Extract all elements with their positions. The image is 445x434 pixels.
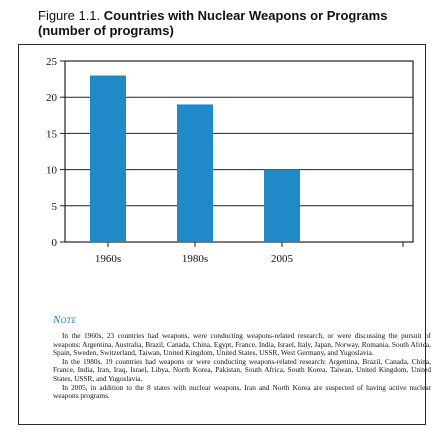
y-tick-label-10: 10 xyxy=(46,165,58,177)
figure-title-main: Countries with Nuclear Weapons or Progra… xyxy=(103,8,388,23)
bar-1960s xyxy=(90,75,126,242)
y-tick-label-0: 0 xyxy=(52,237,58,249)
figure-frame: 0 5 10 15 20 25 1960s 1980s 2005 Note In the 196… xyxy=(18,44,431,425)
x-tick-label-1960s: 1960s xyxy=(95,253,121,265)
y-tick-label-25: 25 xyxy=(46,56,58,68)
x-tick-label-1980s: 1980s xyxy=(182,253,208,265)
note-heading: Note xyxy=(53,314,77,326)
figure-title: Figure 1.1. Countries with Nuclear Weapo… xyxy=(38,8,438,38)
figure-label: Figure 1.1. xyxy=(38,8,101,23)
figure-title-units: (number of programs) xyxy=(38,23,174,38)
bar-2005 xyxy=(264,169,300,242)
note-paragraph-2005: In 2005, in addition to the 8 states wit… xyxy=(53,382,431,401)
y-tick-label-5: 5 xyxy=(52,201,58,213)
y-tick-label-15: 15 xyxy=(46,128,58,140)
plot-area-border xyxy=(64,60,414,243)
note-body: In the 1960s, 23 countries had weapons, … xyxy=(53,331,431,401)
x-tick-label-2005: 2005 xyxy=(271,253,294,265)
y-tick-label-20: 20 xyxy=(46,92,58,104)
bar-1980s xyxy=(177,104,213,242)
bar-chart: 0 5 10 15 20 25 1960s 1980s 2005 xyxy=(46,56,414,265)
note-paragraph-1980s: In the 1980s, 19 countries had weapons o… xyxy=(53,356,431,383)
note-paragraph-1960s: In the 1960s, 23 countries had weapons, … xyxy=(53,331,431,358)
